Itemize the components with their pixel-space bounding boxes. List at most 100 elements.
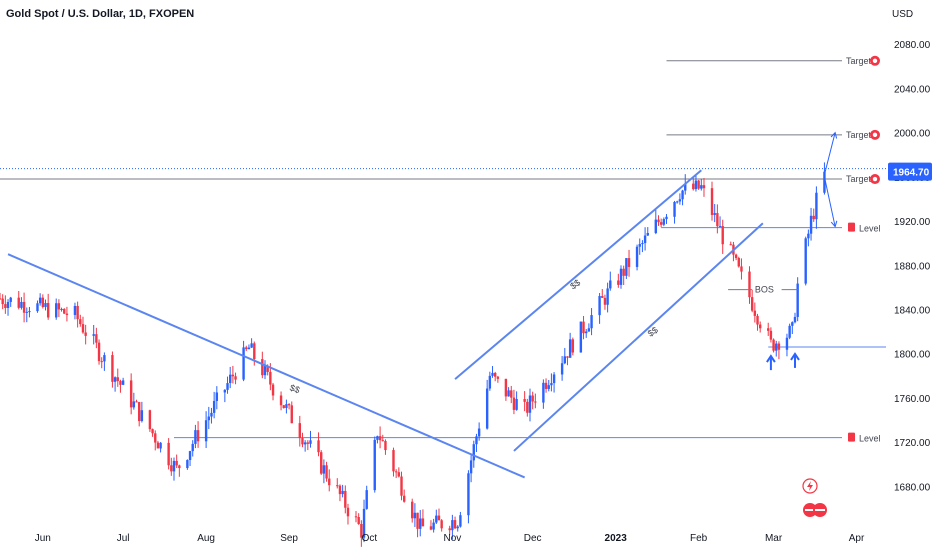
candle [568, 332, 572, 358]
candle-body [641, 243, 644, 245]
candle-body [210, 412, 213, 417]
target-icon-center [872, 58, 878, 63]
candle [140, 401, 144, 423]
candle [544, 378, 548, 393]
candle-body [111, 355, 114, 382]
candle-body [587, 328, 591, 332]
x-tick-label: Oct [362, 533, 378, 544]
candle-body [41, 297, 45, 307]
candle [692, 177, 695, 191]
candle [552, 372, 556, 393]
candle [73, 302, 77, 320]
candle [151, 428, 154, 437]
candle-body [357, 517, 360, 524]
candle [590, 308, 593, 336]
candle-body [325, 465, 328, 479]
candle [250, 338, 253, 348]
candle-body [301, 438, 304, 445]
candle-body [178, 465, 181, 469]
candle [451, 514, 454, 540]
candle [306, 440, 310, 451]
candle [320, 450, 323, 475]
candle [234, 372, 237, 385]
candle-body [394, 471, 398, 473]
candle [654, 209, 658, 235]
candle [809, 207, 813, 241]
trendline [454, 169, 702, 380]
candle-body [287, 404, 291, 406]
candle [346, 503, 350, 525]
candle [491, 366, 494, 378]
candle-body [767, 328, 770, 331]
candle [622, 265, 625, 286]
y-tick-label: 2040.00 [894, 84, 931, 95]
y-tick-label: 1840.00 [894, 305, 931, 316]
candle-body [590, 315, 593, 329]
candle [196, 421, 200, 448]
candle [204, 411, 208, 449]
candle-body [121, 380, 125, 385]
arrow-head [766, 354, 776, 363]
candle [678, 193, 682, 205]
candle-body [279, 395, 283, 406]
candle-body [336, 485, 339, 487]
candle-body [700, 185, 703, 189]
candle-body [665, 216, 668, 220]
candle [4, 295, 7, 314]
candle-body [282, 405, 285, 408]
candle [81, 316, 85, 334]
candle-body [681, 190, 684, 200]
candle-body [140, 410, 144, 422]
candle [758, 321, 762, 333]
candle-body [662, 219, 666, 225]
projection-arrow [823, 131, 838, 175]
target-icon [870, 129, 880, 140]
candle-body [769, 330, 773, 340]
candle-body [775, 343, 778, 351]
candle [186, 459, 189, 470]
candle-body [534, 401, 537, 403]
channel-label: $$ [288, 383, 301, 396]
candle [646, 227, 649, 236]
candle [212, 391, 216, 419]
candle-body [673, 201, 676, 217]
candle-body [159, 442, 162, 449]
candle-body [354, 516, 358, 518]
candle-body [226, 383, 229, 390]
candle-body [416, 512, 419, 529]
candle-body [381, 440, 384, 442]
y-tick-label: 2000.00 [894, 129, 931, 140]
last-price-tag [888, 162, 932, 181]
candle [694, 175, 698, 192]
candle [36, 300, 39, 313]
candle-body [167, 442, 170, 466]
candle-body [756, 315, 759, 325]
candle [659, 218, 663, 228]
projection-line [823, 132, 836, 175]
candle-body [95, 334, 98, 343]
candle-body [204, 420, 208, 442]
candle [804, 236, 807, 286]
candle-body [456, 526, 459, 529]
candle [601, 289, 604, 299]
candle [510, 385, 513, 404]
candle-body [9, 297, 12, 302]
candle [750, 289, 754, 313]
candle-body [215, 392, 219, 401]
candle-body [510, 390, 513, 398]
candle [100, 357, 103, 369]
candle-body [81, 324, 85, 333]
target-icon [870, 55, 880, 66]
candle-body [475, 436, 478, 445]
y-tick-label: 1880.00 [894, 261, 931, 272]
candle [1, 294, 4, 310]
candle [609, 271, 612, 291]
candle-body [79, 319, 82, 325]
candle-body [619, 268, 623, 285]
candle-body [507, 390, 510, 397]
candle-body [617, 280, 620, 285]
candle-body [627, 258, 631, 267]
candle [785, 333, 789, 357]
candle [317, 432, 320, 457]
